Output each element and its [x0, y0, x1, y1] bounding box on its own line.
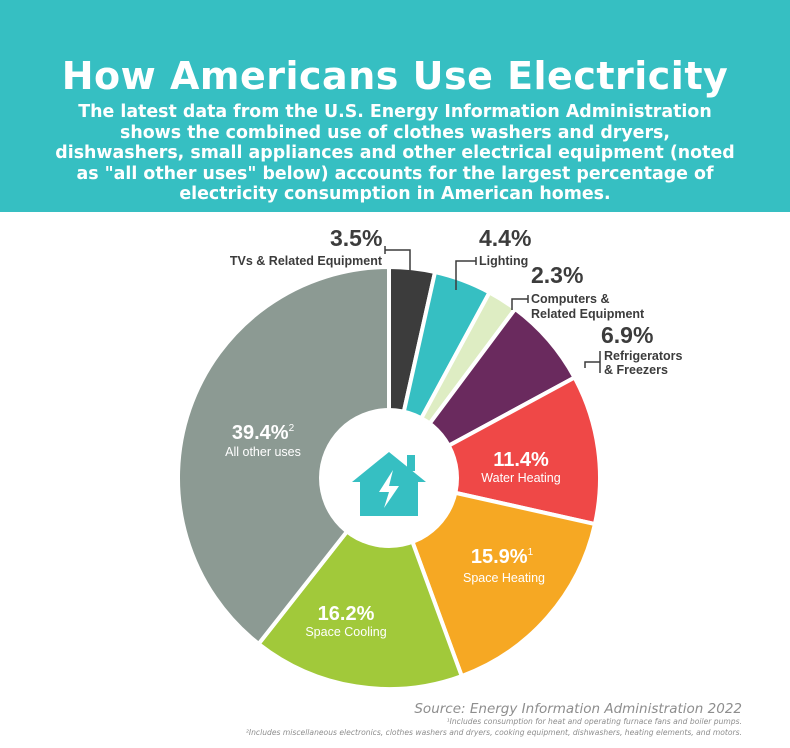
water-heating-name-label: Water Heating [481, 471, 560, 485]
refrigerators-name-label-2: & Freezers [604, 363, 668, 377]
footnote-1: ¹Includes consumption for heat and opera… [446, 717, 742, 726]
pie-slice-space-cooling [256, 476, 464, 691]
space-cooling-value-label: 16.2% [318, 603, 375, 625]
page-subtitle: The latest data from the U.S. Energy Inf… [55, 102, 735, 205]
house-lightning-icon [352, 452, 426, 516]
leader-line-lighting [455, 260, 476, 290]
lighting-name-label: Lighting [479, 254, 528, 268]
computers-name-label-1: Computers & [531, 292, 609, 306]
header-banner: How Americans Use Electricity The latest… [0, 0, 790, 212]
leader-line-tvs [385, 249, 411, 282]
leader-line-computers [511, 298, 528, 310]
pie-slice-all-other-uses [175, 265, 391, 646]
refrigerators-name-label-1: Refrigerators [604, 349, 683, 363]
leader-lines [384, 246, 601, 373]
computers-name-label-2: Related Equipment [531, 307, 645, 321]
space-heating-name-label: Space Heating [463, 571, 545, 585]
other-uses-name-label: All other uses [225, 445, 301, 459]
pie-slice-space-heating [387, 476, 597, 679]
source-note: Source: Energy Information Administratio… [414, 701, 742, 717]
tvs-name-label: TVs & Related Equipment [230, 254, 383, 268]
water-heating-value-label: 11.4% [493, 449, 549, 471]
space-heating-value-label: 15.9%1 [471, 546, 534, 568]
refrigerators-value-label: 6.9% [601, 322, 653, 348]
lighting-value-label: 4.4% [479, 225, 531, 251]
computers-value-label: 2.3% [531, 262, 583, 288]
footnote-2: ²Includes miscellaneous electronics, clo… [245, 728, 742, 737]
other-uses-value-label: 39.4%2 [232, 422, 295, 444]
other-uses-footnote-mark: 2 [289, 423, 295, 434]
leader-line-refrigerators [584, 361, 600, 368]
tvs-value-label: 3.5% [330, 225, 382, 251]
page-title: How Americans Use Electricity [61, 54, 729, 98]
space-cooling-name-label: Space Cooling [305, 625, 386, 639]
space-heating-footnote-mark: 1 [528, 547, 534, 558]
